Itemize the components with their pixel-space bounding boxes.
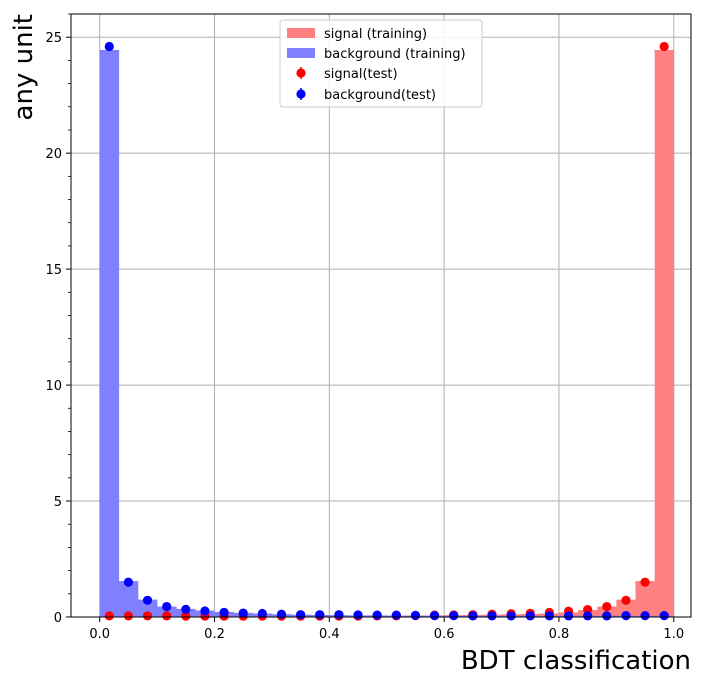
background-test-point xyxy=(238,608,248,618)
signal-test-point xyxy=(181,611,191,621)
background-test-point xyxy=(123,577,134,587)
grid-lines xyxy=(71,14,691,618)
background-test-point xyxy=(487,611,497,621)
y-tick-label: 10 xyxy=(45,379,62,394)
x-tick-label: 0.4 xyxy=(319,627,340,642)
background-test-point xyxy=(200,606,210,616)
background-test-point xyxy=(162,601,172,612)
signal-test-point xyxy=(602,601,612,612)
background-test-point xyxy=(506,611,516,621)
background-test-point xyxy=(602,611,612,621)
background-test-point xyxy=(219,607,229,617)
background-test-point xyxy=(544,611,554,621)
background-test-point xyxy=(468,611,478,621)
plot-area xyxy=(71,14,691,617)
background-test-point xyxy=(640,611,650,621)
x-axis-title: BDT classification xyxy=(461,646,691,676)
background-training-bar xyxy=(99,49,120,618)
x-tick-label: 0.8 xyxy=(549,627,570,642)
background-test-point xyxy=(353,610,363,620)
signal-test-point xyxy=(142,611,153,621)
legend-swatch xyxy=(287,28,315,38)
legend-label: signal(test) xyxy=(324,67,398,82)
background-test-point xyxy=(372,610,382,620)
y-axis-title: any unit xyxy=(9,14,39,120)
signal-test-point xyxy=(123,611,134,621)
signal-test-point xyxy=(621,595,631,605)
x-tick-label: 1.0 xyxy=(663,627,684,642)
signal-training-bar xyxy=(616,599,636,617)
background-test-point xyxy=(315,610,325,620)
background-test-point xyxy=(583,611,593,621)
y-axis: 0 5 10 15 20 25 xyxy=(45,13,71,626)
signal-test-point xyxy=(104,611,114,621)
y-tick-label: 25 xyxy=(45,31,62,46)
legend-marker xyxy=(296,68,306,78)
background-test-point xyxy=(525,611,535,621)
background-test-point xyxy=(257,608,267,619)
signal-test-point xyxy=(640,577,650,587)
signal-test-point xyxy=(162,611,172,621)
y-tick-label: 15 xyxy=(45,263,62,278)
background-test-point xyxy=(621,611,631,621)
y-tick-label: 0 xyxy=(54,611,62,626)
background-training-bar xyxy=(118,581,139,617)
background-test-point xyxy=(391,610,401,620)
background-test-point xyxy=(334,610,344,620)
legend: signal (training) background (training) si… xyxy=(279,19,483,108)
background-test-point xyxy=(410,610,421,620)
legend-label: signal (training) xyxy=(324,27,427,42)
background-test-point xyxy=(563,611,574,621)
x-tick-label: 0.2 xyxy=(204,627,225,642)
x-tick-label: 0.6 xyxy=(434,627,455,642)
x-tick-label: 0.0 xyxy=(89,627,110,642)
background-test-point xyxy=(104,41,114,52)
legend-label: background (training) xyxy=(324,47,466,62)
signal-training-bar xyxy=(654,49,675,618)
background-training-bar xyxy=(137,599,158,617)
background-test-point xyxy=(296,610,306,620)
legend-marker xyxy=(296,89,306,99)
legend-swatch xyxy=(287,48,315,58)
background-test-point xyxy=(429,611,440,621)
legend-box xyxy=(279,19,483,108)
background-test-point xyxy=(142,595,153,605)
legend-label: background(test) xyxy=(324,88,436,103)
signal-training-bar xyxy=(635,581,655,617)
background-test-point xyxy=(659,611,669,621)
background-test-point xyxy=(449,611,459,621)
background-test-point xyxy=(181,604,191,614)
signal-test-point xyxy=(659,41,669,52)
y-tick-label: 5 xyxy=(54,495,62,510)
x-axis: 0.0 0.2 0.4 0.6 0.8 1.0 xyxy=(89,617,684,642)
y-tick-label: 20 xyxy=(45,147,62,162)
